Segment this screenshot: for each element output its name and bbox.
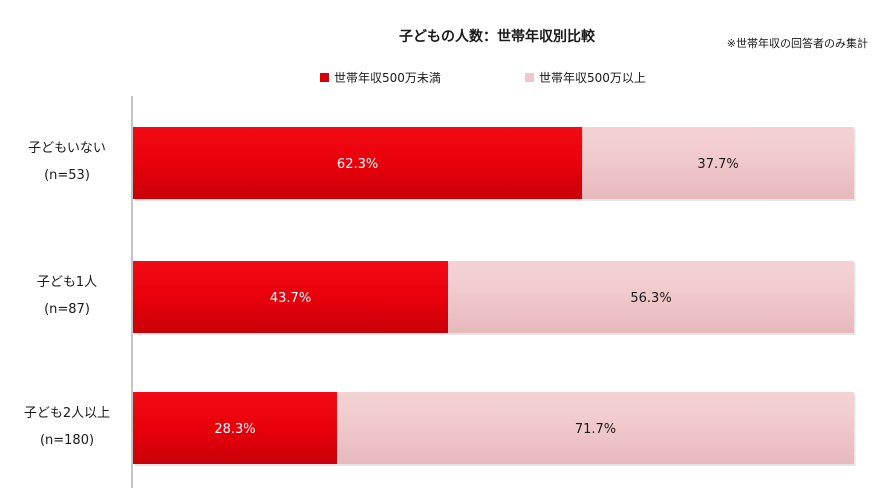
bar-over-500-1 [582, 127, 854, 199]
data-label-under-500-2: 43.7% [270, 291, 311, 306]
category-count-1: (n=53) [44, 168, 90, 183]
bar-over-500-3 [337, 392, 855, 464]
bar-under-500-1 [133, 127, 583, 199]
legend-swatch-over-500 [525, 73, 534, 82]
category-count-3: (n=180) [40, 433, 94, 448]
category-label-2: 子ども1人 [37, 275, 97, 290]
chart-title: 子どもの人数：世帯年収別比較 [399, 28, 596, 45]
bar-over-500-2 [448, 261, 854, 333]
bar-under-500-2 [133, 261, 449, 333]
bar-under-500-3 [133, 392, 338, 464]
bars: 62.3% 37.7% 43.7% 56.3% 28.3% 71.7% [133, 127, 856, 466]
category-count-2: (n=87) [44, 302, 90, 317]
legend-label-over-500: 世帯年収500万以上 [539, 71, 646, 85]
data-label-over-500-1: 37.7% [697, 157, 738, 172]
chart-note: ※世帯年収の回答者のみ集計 [727, 36, 868, 50]
category-label-1: 子どもいない [28, 141, 106, 156]
category-labels: 子どもいない (n=53) 子ども1人 (n=87) 子ども2人以上 (n=180) [24, 141, 110, 448]
legend-label-under-500: 世帯年収500万未満 [334, 71, 441, 85]
data-label-under-500-1: 62.3% [337, 157, 378, 172]
data-label-over-500-3: 71.7% [575, 422, 616, 437]
data-label-under-500-3: 28.3% [214, 422, 255, 437]
category-label-3: 子ども2人以上 [24, 406, 110, 421]
data-label-over-500-2: 56.3% [630, 291, 671, 306]
legend: 世帯年収500万未満 世帯年収500万以上 [320, 71, 646, 85]
legend-swatch-under-500 [320, 73, 329, 82]
